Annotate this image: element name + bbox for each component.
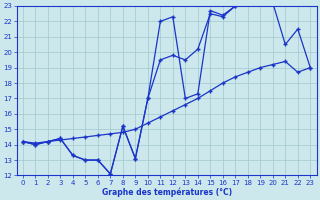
X-axis label: Graphe des températures (°C): Graphe des températures (°C) — [101, 187, 232, 197]
